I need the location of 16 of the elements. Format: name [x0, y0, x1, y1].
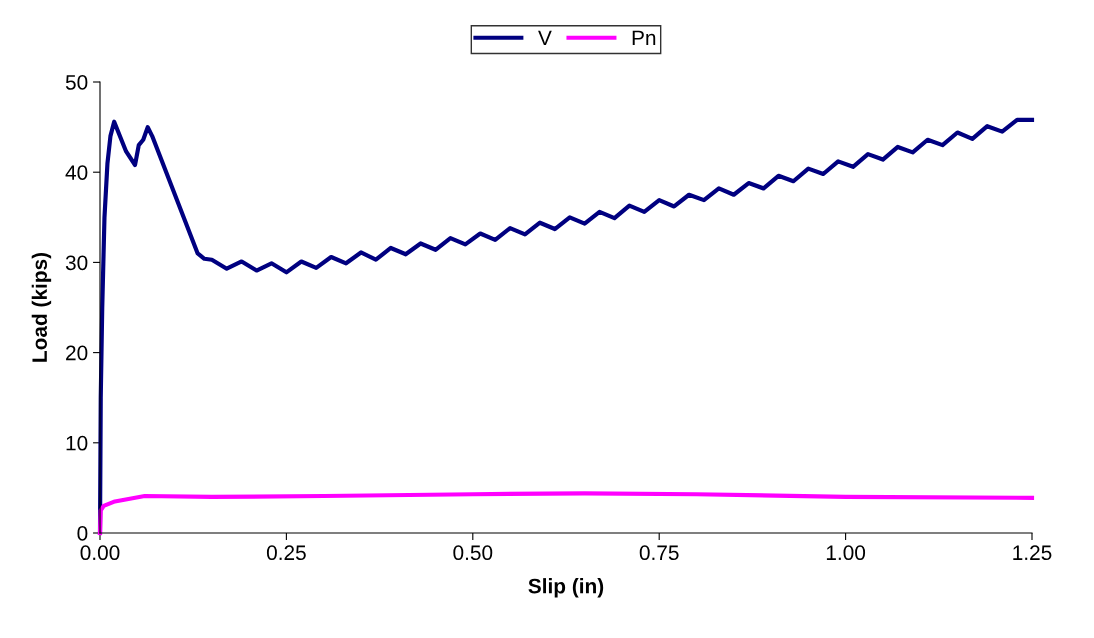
x-tick-label: 1.00: [826, 545, 866, 561]
x-tick-label: 0.00: [80, 545, 120, 561]
y-tick-label: 10: [66, 435, 88, 451]
x-tick-label: 0.50: [453, 545, 493, 561]
y-tick-label: 0: [77, 526, 88, 541]
x-tick-label: 1.25: [1013, 545, 1052, 561]
y-tick-label: 20: [66, 345, 88, 361]
y-tick-label: 30: [65, 255, 88, 271]
legend-label: V: [538, 30, 552, 46]
x-tick-label: 0.25: [266, 545, 306, 561]
legend-label: Pn: [632, 30, 656, 46]
y-tick-label: 50: [65, 75, 88, 90]
y-tick-label: 40: [65, 165, 88, 180]
y-axis-title: Load (kips): [31, 252, 52, 362]
x-axis-title: Slip (in): [528, 578, 604, 598]
x-tick-label: 0.75: [639, 545, 679, 561]
